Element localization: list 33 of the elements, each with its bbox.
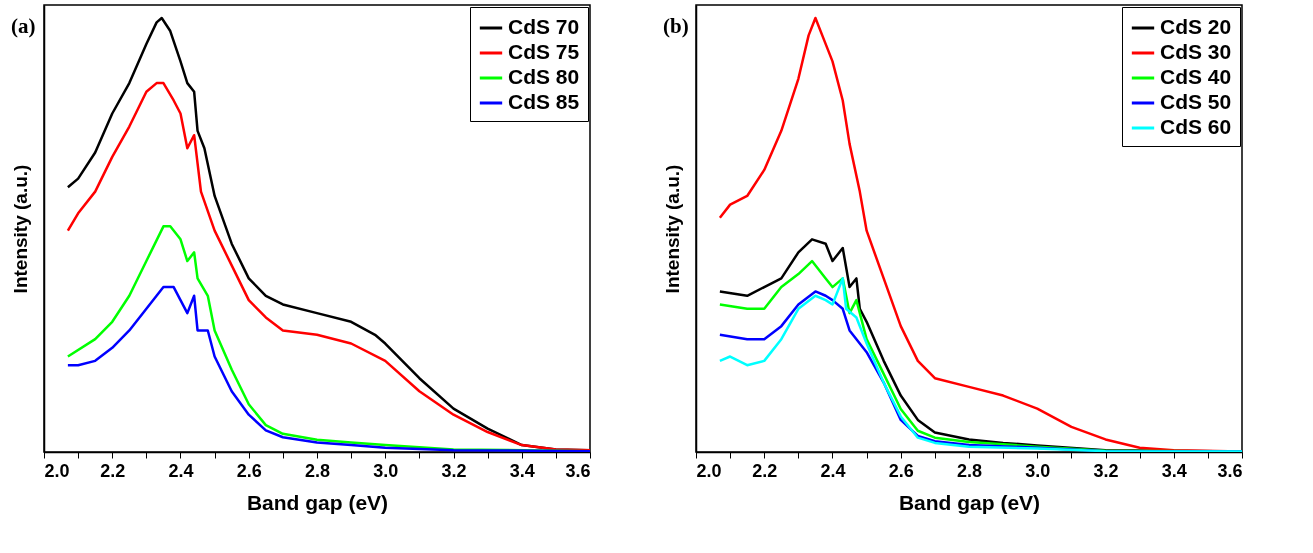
y-axis-title: Intensity (a.u.) bbox=[9, 164, 31, 294]
legend-label: CdS 50 bbox=[1160, 90, 1232, 113]
x-tick-label: 2.8 bbox=[304, 460, 331, 481]
x-axis-title: Band gap (eV) bbox=[246, 490, 389, 514]
x-tick-label: 2.0 bbox=[44, 460, 70, 481]
x-tick-label: 3.4 bbox=[1161, 460, 1187, 481]
legend-label: CdS 70 bbox=[508, 15, 580, 38]
legend-label: CdS 75 bbox=[508, 40, 580, 63]
x-tick-label: 3.0 bbox=[1025, 460, 1051, 481]
x-tick-label: 2.2 bbox=[100, 460, 126, 481]
legend-label: CdS 40 bbox=[1160, 65, 1232, 88]
x-axis-title: Band gap (eV) bbox=[898, 490, 1041, 514]
x-tick-label: 3.4 bbox=[509, 460, 535, 481]
x-tick-label: 3.6 bbox=[1217, 460, 1243, 481]
legend-label: CdS 60 bbox=[1160, 115, 1232, 138]
legend-label: CdS 20 bbox=[1160, 15, 1232, 38]
x-tick-label: 3.2 bbox=[1093, 460, 1119, 481]
legend-label: CdS 85 bbox=[508, 90, 580, 113]
x-tick-label: 2.8 bbox=[956, 460, 983, 481]
chart-title: (a) bbox=[11, 14, 36, 38]
x-tick-label: 2.4 bbox=[168, 460, 194, 481]
x-tick-label: 3.6 bbox=[565, 460, 591, 481]
x-tick-label: 2.6 bbox=[888, 460, 914, 481]
x-tick-label: 3.0 bbox=[373, 460, 399, 481]
x-tick-label: 2.4 bbox=[820, 460, 846, 481]
x-tick-label: 2.0 bbox=[696, 460, 722, 481]
legend-label: CdS 80 bbox=[508, 65, 580, 88]
legend-label: CdS 30 bbox=[1160, 40, 1232, 63]
x-tick-label: 2.2 bbox=[752, 460, 778, 481]
chart-title: (b) bbox=[663, 14, 689, 38]
y-axis-title: Intensity (a.u.) bbox=[661, 164, 683, 294]
x-tick-label: 2.6 bbox=[236, 460, 262, 481]
x-tick-label: 3.2 bbox=[441, 460, 467, 481]
